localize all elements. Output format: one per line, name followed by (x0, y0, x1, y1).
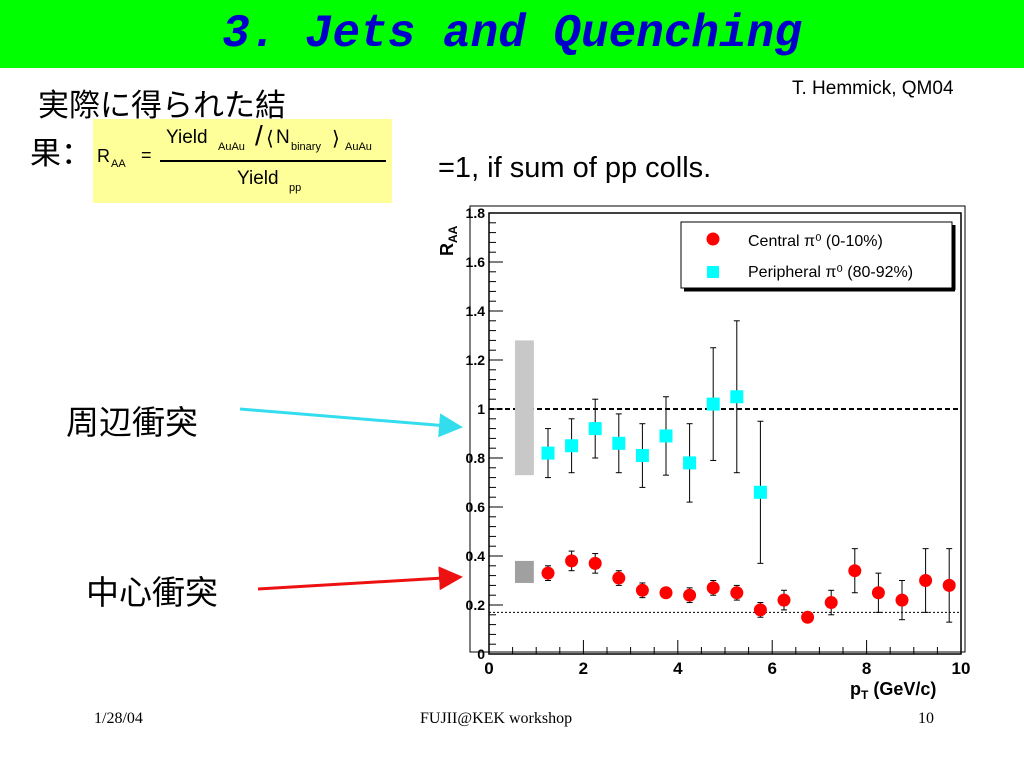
formula-rangle: ⟩ (332, 128, 340, 150)
legend-peripheral-marker (707, 266, 719, 278)
pp-colls-note: =1, if sum of pp colls. (438, 152, 712, 184)
peripheral-label: 周辺衝突 (66, 403, 198, 442)
peripheral-arrow (239, 407, 463, 438)
peripheral-data-point (635, 449, 649, 463)
formula-lhs: R (97, 146, 110, 166)
formula-numerator-sub: AuAu (218, 141, 245, 153)
peripheral-data-point (565, 439, 579, 453)
author-credit: T. Hemmick, QM04 (792, 78, 954, 99)
central-data-point (659, 586, 673, 600)
central-data-point (895, 593, 909, 607)
x-tick-label: 8 (862, 659, 871, 678)
central-data-point (848, 564, 862, 578)
legend-box (680, 221, 953, 289)
x-axis-title-main: p (850, 679, 861, 699)
legend-central-label: Central π⁰ (0-10%) (748, 233, 883, 250)
fraction-bar (160, 160, 386, 162)
central-data-point (942, 578, 956, 592)
y-tick-label: 1 (477, 401, 485, 417)
y-tick-label: 0.2 (466, 597, 486, 613)
formula-nbinary: N (276, 127, 290, 148)
central-data-point (730, 586, 744, 600)
peripheral-data-point (659, 429, 673, 443)
formula-equals: = (141, 145, 152, 165)
formula-slash: / (255, 120, 263, 151)
peripheral-systematic-band (514, 340, 534, 476)
y-axis-title: RAA (437, 225, 460, 256)
peripheral-data-point (612, 436, 626, 450)
footer-title: FUJII@KEK workshop (420, 710, 573, 727)
caption-line-1: 実際に得られた結 (38, 88, 286, 124)
central-data-point (801, 610, 815, 624)
central-data-point (541, 566, 555, 580)
peripheral-data-point (753, 485, 767, 499)
central-data-point (565, 554, 579, 568)
footer-page-number: 10 (918, 710, 934, 727)
title-bar (0, 0, 1024, 68)
legend-peripheral-label: Peripheral π⁰ (80-92%) (748, 264, 913, 281)
peripheral-data-point (683, 456, 697, 470)
y-tick-label: 0 (477, 646, 485, 662)
central-data-point (612, 571, 626, 585)
central-systematic-band (514, 560, 534, 583)
slide-title: 3. Jets and Quenching (222, 8, 802, 60)
central-data-point (706, 581, 720, 595)
x-tick-label: 6 (767, 659, 776, 678)
y-tick-label: 1.4 (466, 303, 486, 319)
y-tick-label: 1.2 (466, 352, 486, 368)
y-axis-title-main: R (437, 243, 457, 256)
central-data-point (919, 574, 933, 587)
y-tick-label: 1.6 (466, 254, 486, 270)
x-tick-label: 10 (952, 659, 971, 678)
central-data-point (871, 586, 885, 600)
central-data-point (588, 556, 602, 570)
central-data-point (683, 588, 697, 602)
formula-denominator-sub: pp (289, 182, 302, 194)
y-tick-label: 0.6 (466, 499, 486, 515)
central-data-point (777, 593, 791, 607)
formula-nbinary-sub: binary (291, 141, 321, 153)
central-data-point (635, 583, 649, 597)
y-tick-label: 0.4 (466, 548, 486, 564)
peripheral-data-point (706, 397, 720, 411)
formula-numerator: Yield (166, 127, 208, 148)
peripheral-data-point (730, 390, 744, 404)
formula-denominator: Yield (237, 168, 279, 189)
x-tick-label: 0 (484, 659, 493, 678)
y-axis-title-sub: AA (446, 225, 460, 243)
formula-rangle-sub: AuAu (345, 141, 372, 153)
central-arrow (257, 566, 463, 591)
footer-date: 1/28/04 (94, 710, 143, 727)
x-axis-title-rest: (GeV/c) (868, 679, 936, 699)
x-tick-label: 2 (579, 659, 588, 678)
formula-langle: ⟨ (266, 128, 274, 150)
y-tick-label: 0.8 (466, 450, 486, 466)
caption-line-2: 果： (30, 136, 92, 172)
y-tick-label: 1.8 (466, 205, 486, 221)
peripheral-data-point (541, 446, 555, 460)
legend-central-marker (706, 232, 720, 246)
formula-lhs-sub: AA (111, 158, 126, 170)
x-axis-title-sub: T (861, 688, 869, 702)
central-label: 中心衝突 (86, 573, 218, 612)
x-axis-title: pT (GeV/c) (850, 679, 936, 702)
central-data-point (753, 603, 767, 617)
peripheral-data-point (588, 422, 602, 436)
central-data-point (824, 596, 838, 610)
x-tick-label: 4 (673, 659, 683, 678)
